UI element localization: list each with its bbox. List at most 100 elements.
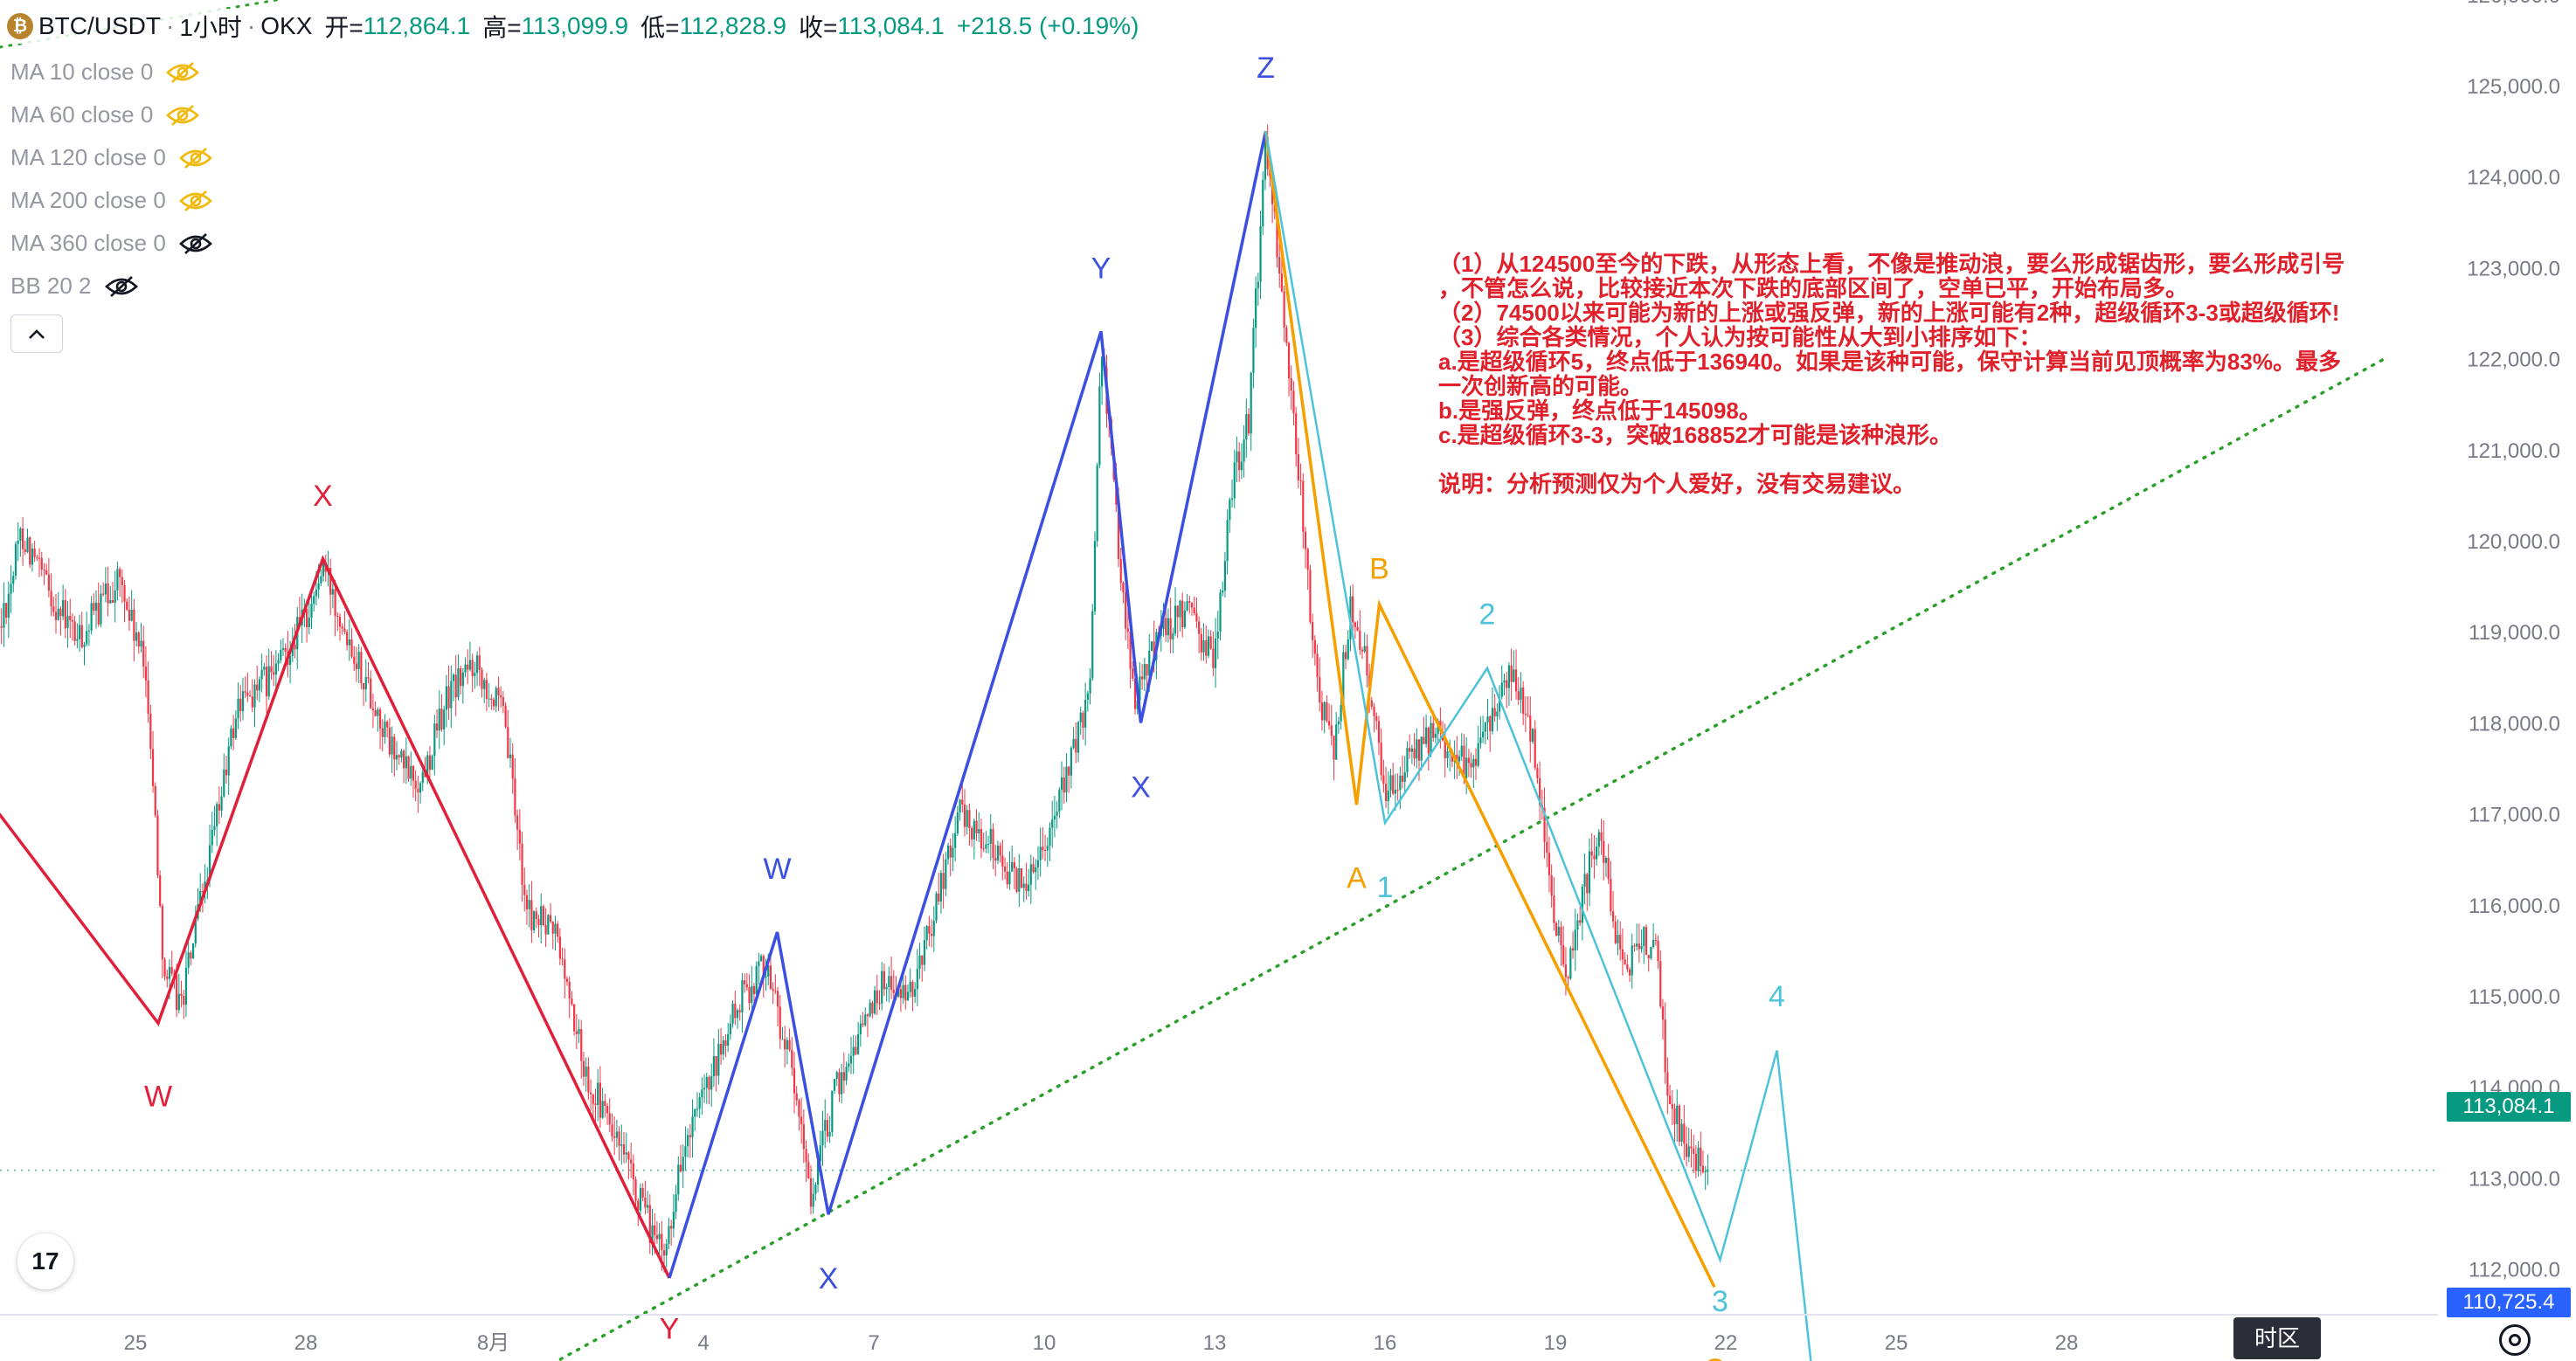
candle: [114, 570, 116, 623]
indicator-row[interactable]: MA 120 close 0: [10, 136, 213, 179]
candle: [1707, 1154, 1709, 1185]
red-wave-line[interactable]: [0, 555, 671, 1279]
note-line: c.是超级循环3-3，突破168852才可能是该种浪形。: [1438, 422, 1953, 448]
candle: [594, 1088, 597, 1123]
price-tick-label: 126,000.0: [2467, 0, 2560, 8]
candle: [1001, 839, 1004, 881]
candle: [1416, 728, 1418, 769]
cyan-wave-line[interactable]: [1264, 130, 1818, 1361]
candle: [1375, 712, 1378, 730]
candle: [265, 655, 268, 713]
candle: [170, 950, 173, 977]
wave-label-blue[interactable]: Z: [1257, 52, 1275, 85]
candle: [1446, 744, 1449, 768]
eye-hidden-icon[interactable]: [165, 61, 200, 84]
timezone-button[interactable]: 时区: [2233, 1317, 2321, 1359]
settings-gear-icon[interactable]: [2499, 1324, 2531, 1356]
eye-hidden-icon[interactable]: [104, 275, 139, 298]
candle: [826, 1113, 829, 1143]
candle: [1075, 722, 1077, 763]
candle: [824, 1099, 827, 1149]
indicator-row[interactable]: MA 360 close 0: [10, 222, 213, 265]
candle: [959, 798, 961, 821]
tradingview-logo-icon[interactable]: 17: [17, 1233, 73, 1289]
candle: [388, 718, 391, 758]
candle: [745, 972, 748, 991]
candle: [999, 842, 1001, 863]
candle: [798, 1098, 800, 1131]
candle: [698, 1092, 701, 1119]
candle: [1650, 946, 1652, 960]
wave-label-orange[interactable]: B: [1369, 552, 1389, 585]
eye-hidden-icon[interactable]: [178, 190, 213, 212]
candle: [1489, 715, 1492, 752]
note-line: （2）74500以来可能为新的上涨或强反弹，新的上涨可能有2种，超级循环3-3或…: [1438, 300, 2340, 326]
wave-label-red[interactable]: Y: [660, 1312, 680, 1345]
candle: [565, 976, 569, 986]
analysis-notes[interactable]: （1）从124500至今的下跌，从形态上看，不像是推动浪，要么形成锯齿形，要么形…: [1438, 252, 2443, 514]
indicator-row[interactable]: BB 20 2: [10, 265, 213, 307]
wave-label-cyan[interactable]: 1: [1377, 871, 1394, 904]
candle: [478, 646, 481, 687]
wave-label-blue[interactable]: X: [819, 1262, 839, 1295]
indicator-row[interactable]: MA 200 close 0: [10, 179, 213, 222]
candle: [461, 667, 464, 704]
blue-wave-line[interactable]: [668, 130, 1268, 1279]
support-trendline[interactable]: [476, 356, 2386, 1361]
candle: [1673, 1103, 1676, 1143]
wave-label-orange[interactable]: A: [1347, 862, 1367, 895]
candle: [1493, 694, 1496, 722]
eye-hidden-icon[interactable]: [178, 147, 213, 169]
candle: [1072, 727, 1075, 750]
wave-label-orange[interactable]: C: [1704, 1353, 1726, 1361]
collapse-indicators-button[interactable]: [10, 314, 63, 353]
candle: [1597, 828, 1600, 856]
candle: [433, 715, 436, 776]
candle: [450, 665, 453, 729]
candle: [239, 685, 242, 722]
candle: [909, 968, 911, 998]
candle: [263, 663, 266, 676]
wave-label-blue[interactable]: W: [763, 853, 791, 886]
wave-label-blue[interactable]: X: [1131, 770, 1151, 804]
symbol-name[interactable]: BTC/USDT: [38, 12, 161, 39]
candle: [885, 983, 888, 1002]
eye-hidden-icon[interactable]: [165, 104, 200, 127]
interval-label[interactable]: 1小时: [179, 14, 242, 41]
candle: [1219, 589, 1222, 641]
candle: [881, 962, 883, 1011]
candle: [220, 786, 223, 818]
candle: [248, 690, 252, 697]
candle: [52, 597, 55, 617]
candle: [86, 611, 88, 646]
wave-label-red[interactable]: X: [313, 480, 333, 513]
indicator-row[interactable]: MA 60 close 0: [10, 93, 213, 136]
wave-label-cyan[interactable]: 3: [1712, 1285, 1728, 1318]
candle: [1611, 891, 1615, 929]
candle: [946, 842, 950, 865]
candle: [163, 957, 166, 981]
wave-label-blue[interactable]: Y: [1091, 252, 1111, 285]
candle: [1190, 602, 1194, 616]
candle: [1631, 933, 1633, 989]
indicator-label: MA 60 close 0: [10, 101, 154, 128]
candle: [996, 840, 1000, 865]
candle: [12, 570, 15, 593]
eye-hidden-icon[interactable]: [178, 232, 213, 255]
candle: [639, 1183, 642, 1219]
wave-label-cyan[interactable]: 4: [1769, 980, 1785, 1013]
wave-label-cyan[interactable]: 2: [1479, 598, 1496, 631]
orange-wave-line[interactable]: [1264, 130, 1716, 1288]
price-tick-label: 120,000.0: [2467, 530, 2560, 554]
wave-label-red[interactable]: W: [144, 1081, 172, 1114]
note-line: （1）从124500至今的下跌，从形态上看，不像是推动浪，要么形成锯齿形，要么形…: [1438, 252, 2345, 277]
indicator-row[interactable]: MA 10 close 0: [10, 51, 213, 93]
candle: [1363, 632, 1366, 653]
symbol-legend[interactable]: ₿ BTC/USDT · 1小时 · OKX 开= 112,864.1 高= 113…: [7, 9, 1139, 44]
candle: [123, 579, 126, 623]
candle: [1617, 919, 1619, 956]
candle: [911, 980, 914, 1012]
indicator-label: BB 20 2: [10, 273, 92, 299]
candle: [26, 529, 29, 554]
